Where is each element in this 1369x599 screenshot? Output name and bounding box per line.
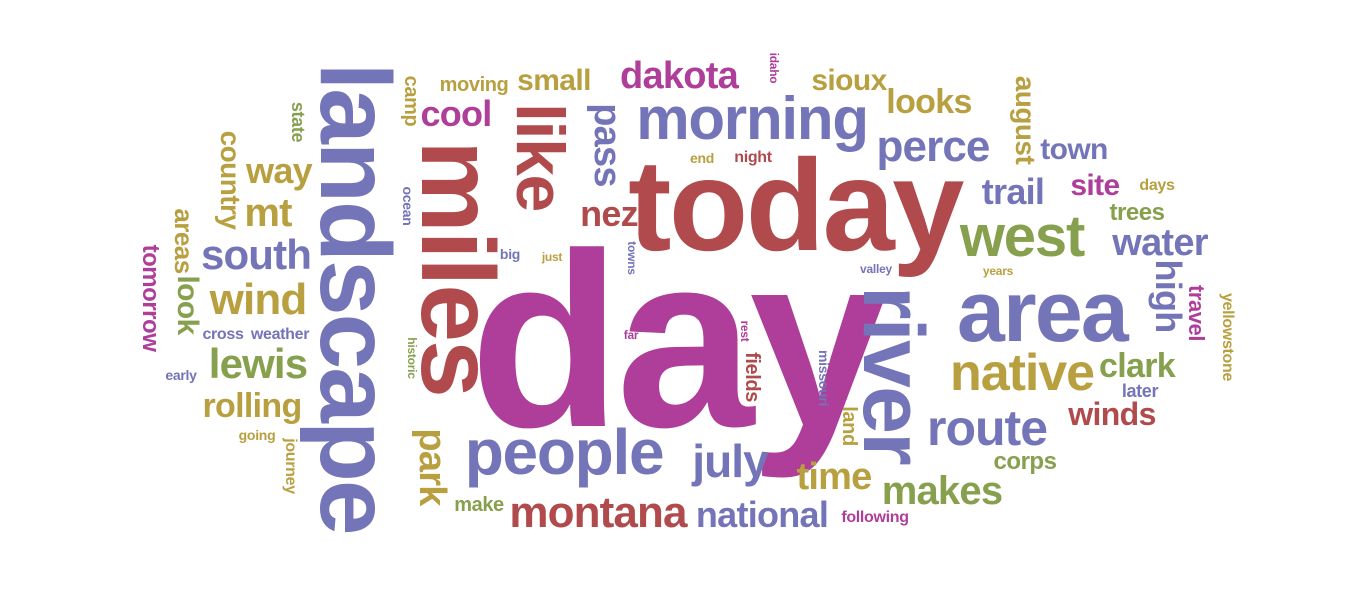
word-missouri: missouri bbox=[816, 349, 832, 407]
word-following: following bbox=[841, 509, 909, 526]
word-landscape: landscape bbox=[299, 62, 411, 534]
word-corps: corps bbox=[993, 448, 1057, 475]
word-yellowstone: yellowstone bbox=[1219, 292, 1236, 382]
word-night: night bbox=[734, 149, 772, 166]
word-water: water bbox=[1112, 222, 1208, 264]
word-idaho: idaho bbox=[767, 52, 781, 84]
word-park: park bbox=[411, 428, 453, 506]
word-camp: camp bbox=[400, 75, 422, 127]
word-trail: trail bbox=[981, 171, 1045, 212]
word-clark: clark bbox=[1098, 347, 1176, 385]
word-winds: winds bbox=[1068, 396, 1156, 432]
word-route: route bbox=[927, 400, 1048, 456]
word-area: area bbox=[956, 264, 1129, 360]
word-like: like bbox=[502, 103, 578, 211]
word-journey: journey bbox=[282, 438, 299, 494]
word-going: going bbox=[238, 427, 276, 443]
word-travel: travel bbox=[1184, 284, 1209, 342]
word-early: early bbox=[165, 367, 197, 383]
word-native: native bbox=[949, 344, 1095, 402]
word-high: high bbox=[1148, 259, 1189, 333]
word-make: make bbox=[454, 494, 504, 516]
word-valley: valley bbox=[860, 262, 892, 276]
word-towns: towns bbox=[625, 241, 639, 275]
word-end: end bbox=[689, 150, 715, 166]
word-ocean: ocean bbox=[400, 186, 416, 226]
word-july: july bbox=[692, 435, 768, 487]
word-nez: nez bbox=[580, 193, 639, 234]
word-miles: miles bbox=[399, 140, 515, 396]
word-national: national bbox=[695, 494, 829, 535]
word-today: today bbox=[628, 132, 964, 278]
word-cool: cool bbox=[420, 93, 492, 134]
word-dakota: dakota bbox=[620, 55, 739, 97]
word-later: later bbox=[1121, 381, 1159, 401]
word-morning: morning bbox=[636, 85, 869, 152]
word-rolling: rolling bbox=[202, 387, 302, 425]
word-west: west bbox=[959, 204, 1085, 269]
word-site: site bbox=[1070, 169, 1120, 202]
word-day: day bbox=[469, 201, 887, 479]
word-time: time bbox=[796, 456, 872, 498]
word-sioux: sioux bbox=[811, 64, 887, 97]
word-cross: cross bbox=[202, 326, 244, 343]
word-august: august bbox=[1010, 75, 1041, 165]
word-lewis: lewis bbox=[208, 340, 308, 387]
word-land: land bbox=[838, 406, 860, 446]
word-river: river bbox=[845, 286, 941, 464]
word-rest: rest bbox=[738, 320, 752, 342]
word-country: country bbox=[215, 130, 246, 230]
word-fields: fields bbox=[741, 352, 763, 402]
word-people: people bbox=[464, 416, 665, 488]
word-tomorrow: tomorrow bbox=[137, 244, 164, 352]
word-pass: pass bbox=[586, 103, 628, 187]
word-areas: areas bbox=[169, 208, 199, 274]
word-perce: perce bbox=[876, 122, 990, 171]
word-small: small bbox=[517, 64, 591, 97]
word-montana: montana bbox=[509, 488, 687, 537]
word-looks: looks bbox=[886, 83, 972, 121]
word-days: days bbox=[1139, 177, 1175, 194]
word-way: way bbox=[246, 150, 313, 191]
word-town: town bbox=[1040, 133, 1108, 166]
word-wind: wind bbox=[209, 275, 308, 324]
word-just: just bbox=[541, 250, 563, 264]
word-moving: moving bbox=[439, 74, 509, 96]
word-trees: trees bbox=[1109, 199, 1165, 226]
word-years: years bbox=[982, 264, 1014, 278]
word-makes: makes bbox=[881, 469, 1003, 513]
word-weather: weather bbox=[250, 326, 310, 343]
word-mt: mt bbox=[244, 191, 292, 235]
word-historic: historic bbox=[405, 337, 419, 379]
word-look: look bbox=[171, 275, 204, 335]
word-far: far bbox=[623, 328, 639, 342]
word-state: state bbox=[288, 101, 308, 143]
word-south: south bbox=[200, 231, 312, 278]
word-big: big bbox=[499, 246, 521, 262]
